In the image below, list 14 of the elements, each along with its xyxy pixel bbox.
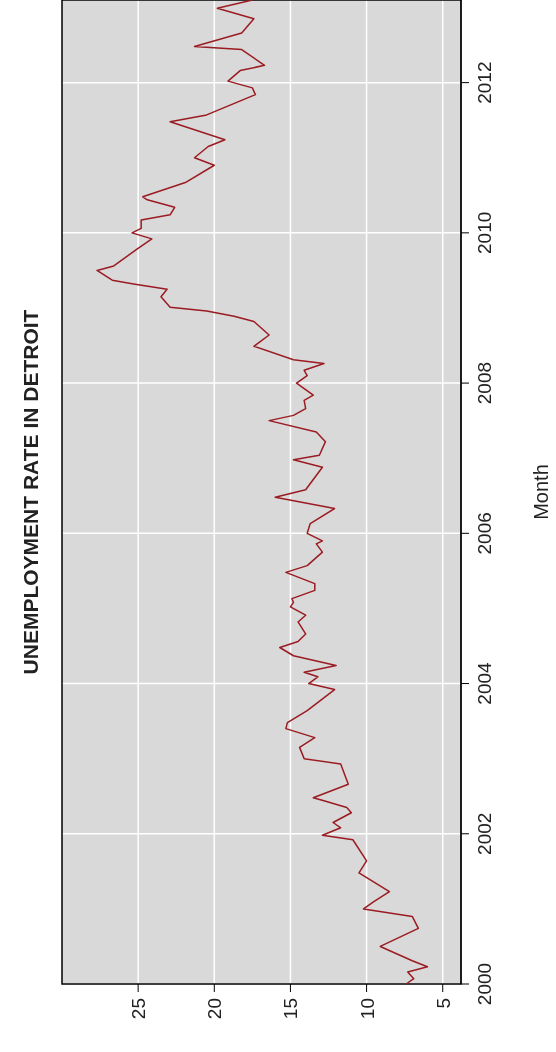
y-tick-label: 2000 — [474, 962, 495, 1006]
y-tick-label: 2006 — [474, 512, 495, 555]
text: UNEMPLOYMENT RATE IN DETROIT — [19, 309, 42, 675]
x-tick-label: 25 — [128, 998, 150, 1020]
y-tick-label: 2002 — [474, 812, 495, 855]
y-tick-label: 2004 — [474, 661, 495, 705]
x-tick-label: 5 — [432, 998, 454, 1009]
x-tick-label: 15 — [280, 998, 302, 1020]
x-tick-label: 20 — [204, 998, 226, 1020]
y-tick-label: 2010 — [474, 211, 495, 254]
y-tick-label: 2012 — [474, 61, 495, 104]
y-axis-title: Month — [530, 464, 552, 520]
x-tick-label: 10 — [356, 998, 378, 1020]
y-tick-label: 2008 — [474, 361, 495, 405]
